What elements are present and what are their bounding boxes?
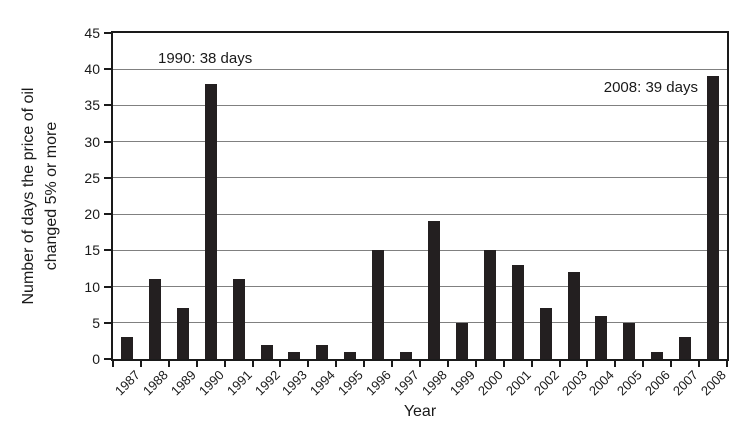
bar-1997 bbox=[400, 351, 413, 359]
gridline-5 bbox=[113, 322, 727, 324]
x-tick-6 bbox=[279, 361, 282, 367]
y-tick-label-20: 20 bbox=[84, 206, 100, 223]
y-tick-label-15: 15 bbox=[84, 242, 100, 259]
y-tick-label-5: 5 bbox=[92, 314, 100, 331]
y-tick-10 bbox=[104, 285, 111, 288]
annotation-2008-peak: 2008: 39 days bbox=[603, 79, 698, 96]
bar-2001 bbox=[511, 264, 524, 359]
y-axis-title: Number of days the price of oil changed … bbox=[17, 88, 63, 305]
x-tick-11 bbox=[419, 361, 421, 367]
y-tick-25 bbox=[104, 176, 111, 179]
x-tick-10 bbox=[391, 361, 394, 367]
x-tick-21 bbox=[698, 361, 701, 367]
x-tick-17 bbox=[586, 361, 589, 367]
bar-2004 bbox=[595, 315, 608, 359]
y-tick-40 bbox=[104, 68, 111, 71]
x-tick-12 bbox=[446, 361, 449, 367]
bar-2002 bbox=[539, 308, 552, 359]
x-tick-13 bbox=[474, 361, 477, 367]
y-tick-label-0: 0 bbox=[92, 351, 100, 367]
y-tick-45 bbox=[104, 32, 111, 34]
x-tick-8 bbox=[335, 361, 338, 367]
x-tick-4 bbox=[223, 361, 226, 367]
bar-1988 bbox=[148, 279, 161, 359]
bar-1992 bbox=[260, 344, 273, 359]
x-axis-title: Year bbox=[403, 403, 437, 420]
y-tick-label-35: 35 bbox=[84, 97, 100, 114]
bar-2007 bbox=[679, 337, 692, 359]
bar-2000 bbox=[483, 250, 496, 359]
y-tick-0 bbox=[104, 358, 111, 360]
x-tick-1 bbox=[139, 361, 142, 367]
y-tick-label-45: 45 bbox=[84, 25, 100, 41]
bar-1993 bbox=[288, 351, 301, 359]
x-tick-5 bbox=[251, 361, 254, 367]
gridline-25 bbox=[113, 177, 727, 179]
bar-1996 bbox=[372, 250, 385, 359]
x-tick-19 bbox=[642, 361, 645, 367]
bar-1994 bbox=[316, 344, 329, 359]
y-tick-30 bbox=[104, 140, 111, 143]
y-axis-title-line1: Number of days the price of oil bbox=[19, 87, 37, 305]
annotation-1990-peak: 1990: 38 days bbox=[158, 50, 253, 67]
bar-2006 bbox=[651, 351, 664, 359]
bar-1999 bbox=[455, 322, 468, 359]
gridline-10 bbox=[113, 286, 727, 288]
y-tick-5 bbox=[104, 321, 111, 324]
x-tick-9 bbox=[363, 361, 366, 367]
gridline-40 bbox=[113, 68, 727, 70]
bar-2005 bbox=[623, 322, 636, 359]
y-tick-label-40: 40 bbox=[84, 61, 100, 78]
x-tick-0 bbox=[112, 361, 114, 367]
x-tick-3 bbox=[195, 361, 198, 367]
bar-2008 bbox=[707, 76, 720, 359]
gridline-30 bbox=[113, 141, 727, 143]
bar-1995 bbox=[344, 351, 357, 359]
bar-1998 bbox=[427, 221, 440, 359]
x-tick-18 bbox=[614, 361, 617, 367]
bar-1991 bbox=[232, 279, 245, 359]
x-tick-15 bbox=[530, 361, 533, 367]
gridline-35 bbox=[113, 104, 727, 106]
y-tick-label-25: 25 bbox=[84, 169, 100, 186]
x-tick-16 bbox=[558, 361, 561, 367]
bar-1989 bbox=[176, 308, 189, 359]
x-tick-14 bbox=[502, 361, 505, 367]
x-tick-2 bbox=[167, 361, 170, 367]
bar-1990 bbox=[204, 83, 217, 359]
x-tick-20 bbox=[670, 361, 673, 367]
bar-2003 bbox=[567, 272, 580, 359]
gridline-20 bbox=[113, 213, 727, 215]
gridline-15 bbox=[113, 249, 727, 251]
x-tick-22 bbox=[726, 361, 728, 367]
y-tick-label-30: 30 bbox=[84, 133, 100, 150]
y-tick-15 bbox=[104, 249, 111, 252]
bar-1987 bbox=[120, 337, 133, 359]
y-tick-label-10: 10 bbox=[84, 278, 100, 295]
plot-area bbox=[111, 31, 729, 361]
y-tick-20 bbox=[104, 213, 111, 216]
x-tick-7 bbox=[307, 361, 310, 367]
y-tick-35 bbox=[104, 104, 111, 107]
